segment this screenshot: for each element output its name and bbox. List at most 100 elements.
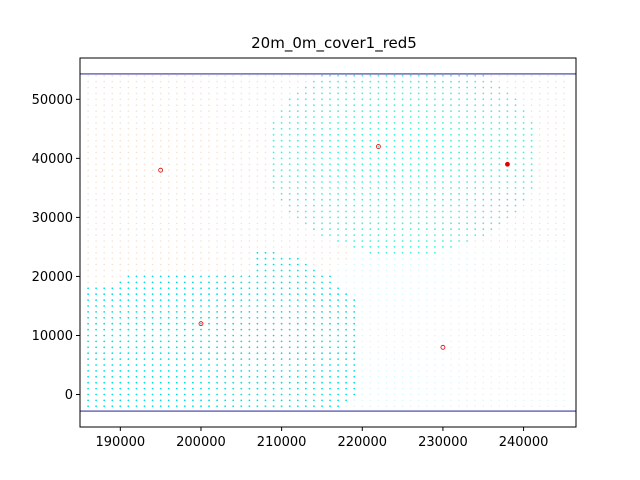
grid-point bbox=[143, 175, 146, 177]
grid-point bbox=[183, 346, 186, 349]
grid-point bbox=[192, 222, 194, 225]
grid-point bbox=[111, 139, 114, 142]
grid-point bbox=[474, 234, 477, 237]
grid-point bbox=[377, 133, 380, 136]
grid-point bbox=[176, 98, 178, 101]
grid-point bbox=[450, 258, 452, 260]
grid-point bbox=[337, 334, 339, 337]
grid-point bbox=[522, 104, 525, 106]
grid-point bbox=[490, 358, 492, 360]
grid-point bbox=[530, 287, 533, 289]
grid-point bbox=[514, 258, 517, 260]
grid-point bbox=[361, 405, 363, 407]
grid-point bbox=[530, 317, 533, 319]
grid-point bbox=[345, 287, 347, 289]
grid-point bbox=[474, 287, 476, 289]
grid-point bbox=[393, 305, 396, 307]
grid-point bbox=[482, 275, 484, 278]
grid-point bbox=[232, 399, 235, 402]
grid-point bbox=[353, 216, 356, 219]
grid-point bbox=[353, 98, 356, 101]
grid-point bbox=[337, 252, 339, 254]
grid-point bbox=[417, 240, 420, 242]
grid-point bbox=[256, 299, 259, 301]
grid-point bbox=[329, 175, 331, 178]
grid-point bbox=[466, 216, 468, 219]
grid-point bbox=[95, 181, 97, 183]
grid-point bbox=[522, 110, 525, 112]
grid-point bbox=[111, 151, 114, 154]
grid-point bbox=[135, 399, 138, 402]
grid-point bbox=[280, 122, 283, 124]
grid-point bbox=[280, 358, 283, 360]
grid-point bbox=[288, 210, 291, 213]
grid-point bbox=[208, 393, 210, 396]
grid-point bbox=[329, 352, 331, 355]
grid-point bbox=[95, 92, 97, 95]
grid-point bbox=[167, 328, 170, 331]
grid-point bbox=[184, 139, 186, 142]
grid-point bbox=[208, 358, 210, 360]
grid-point bbox=[417, 163, 420, 166]
grid-point bbox=[506, 275, 509, 278]
grid-point bbox=[135, 364, 138, 366]
grid-point bbox=[353, 122, 356, 124]
grid-point bbox=[458, 104, 460, 107]
grid-point bbox=[135, 204, 138, 207]
grid-point bbox=[111, 263, 114, 266]
grid-point bbox=[232, 287, 235, 290]
grid-point bbox=[272, 293, 275, 296]
grid-point bbox=[547, 275, 549, 278]
grid-point bbox=[232, 198, 234, 201]
grid-point bbox=[304, 328, 307, 331]
grid-point bbox=[175, 381, 178, 384]
grid-point bbox=[530, 393, 533, 396]
grid-point bbox=[304, 122, 307, 124]
grid-point bbox=[87, 86, 89, 89]
grid-point bbox=[143, 240, 146, 242]
grid-point bbox=[127, 74, 130, 77]
grid-point bbox=[95, 269, 97, 272]
grid-point bbox=[272, 157, 275, 160]
grid-point bbox=[321, 346, 323, 349]
grid-point bbox=[555, 98, 557, 101]
grid-point bbox=[498, 287, 501, 289]
grid-point bbox=[482, 204, 485, 207]
grid-point bbox=[119, 334, 122, 337]
grid-point bbox=[563, 281, 565, 284]
grid-point bbox=[87, 157, 89, 160]
grid-point bbox=[401, 370, 404, 372]
grid-point bbox=[522, 198, 525, 201]
grid-point bbox=[458, 175, 460, 178]
grid-point bbox=[353, 334, 356, 337]
grid-point bbox=[434, 352, 436, 354]
grid-point bbox=[224, 181, 226, 183]
grid-point bbox=[224, 128, 226, 130]
grid-point bbox=[385, 210, 388, 213]
grid-point bbox=[304, 393, 307, 396]
grid-point bbox=[208, 269, 210, 272]
grid-point bbox=[401, 281, 404, 284]
grid-point bbox=[466, 323, 468, 325]
grid-point bbox=[127, 204, 130, 207]
grid-point bbox=[224, 346, 227, 349]
grid-point bbox=[361, 293, 363, 295]
grid-point bbox=[288, 281, 291, 284]
grid-point bbox=[321, 263, 323, 266]
grid-point bbox=[401, 399, 404, 402]
grid-point bbox=[280, 240, 283, 242]
grid-point bbox=[256, 116, 259, 118]
grid-point bbox=[313, 352, 315, 355]
grid-point bbox=[555, 275, 557, 278]
grid-point bbox=[329, 381, 331, 384]
grid-point bbox=[466, 246, 468, 248]
grid-point bbox=[95, 80, 97, 83]
grid-point bbox=[135, 92, 138, 95]
grid-point bbox=[418, 364, 420, 366]
grid-point bbox=[498, 246, 501, 248]
grid-point bbox=[490, 399, 492, 402]
grid-point bbox=[563, 92, 565, 95]
grid-point bbox=[216, 269, 218, 272]
grid-point bbox=[232, 328, 235, 331]
grid-point bbox=[248, 287, 251, 290]
